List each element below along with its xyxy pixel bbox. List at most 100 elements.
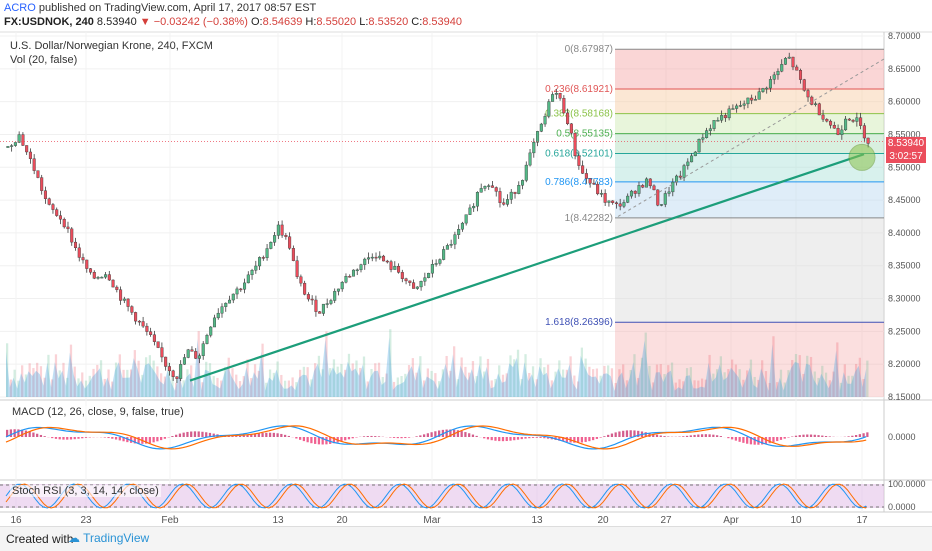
candle-body	[176, 377, 179, 379]
candle-body	[266, 249, 269, 258]
candle-body	[668, 192, 671, 194]
candle-body	[574, 133, 577, 156]
candle-body	[70, 229, 73, 242]
x-tick-label: Apr	[723, 515, 739, 526]
candle-body	[750, 98, 753, 100]
candle-body	[446, 245, 449, 249]
macd-histogram-bar	[243, 436, 245, 437]
candle-body	[224, 303, 227, 307]
x-tick-label: 13	[531, 515, 543, 526]
macd-histogram-bar	[603, 436, 605, 437]
macd-histogram-bar	[149, 437, 151, 443]
macd-histogram-bar	[404, 437, 406, 438]
candle-body	[563, 98, 566, 113]
macd-histogram-bar	[423, 434, 425, 437]
candle-body	[435, 263, 438, 264]
candle-body	[810, 97, 813, 104]
candle-body	[645, 179, 648, 187]
macd-histogram-bar	[701, 434, 703, 437]
candle-body	[649, 179, 652, 186]
macd-histogram-bar	[299, 437, 301, 440]
price-change: ▼ −0.03242 (−0.38%)	[140, 16, 248, 28]
macd-histogram-bar	[742, 437, 744, 443]
macd-histogram-bar	[408, 437, 410, 438]
candle-body	[859, 118, 862, 126]
candle-body	[292, 248, 295, 260]
macd-histogram-bar	[295, 437, 297, 439]
candle-body	[378, 256, 381, 258]
publisher-name[interactable]: ACRO	[4, 2, 36, 14]
x-tick-label: 20	[336, 515, 348, 526]
macd-histogram-bar	[40, 435, 42, 437]
macd-histogram-bar	[427, 433, 429, 437]
candle-body	[818, 104, 821, 115]
macd-histogram-bar	[596, 437, 598, 439]
macd-histogram-bar	[799, 435, 801, 437]
candle-body	[108, 275, 111, 280]
candle-body	[134, 312, 137, 321]
candle-body	[254, 266, 257, 270]
macd-histogram-bar	[847, 436, 849, 437]
candle-body	[472, 206, 475, 208]
candle-body	[566, 113, 569, 124]
macd-histogram-bar	[461, 431, 463, 437]
candle-body	[822, 115, 825, 119]
macd-histogram-bar	[682, 436, 684, 437]
macd-histogram-bar	[62, 437, 64, 440]
fib-level-label: 0.786(8.47783)	[545, 177, 613, 188]
candle-body	[420, 281, 423, 287]
x-tick-label: Mar	[423, 515, 441, 526]
fib-level-label: 1.618(8.26396)	[545, 317, 613, 328]
x-tick-label: Feb	[161, 515, 179, 526]
candle-body	[427, 273, 430, 278]
ohlc-high-label: H:	[305, 16, 316, 28]
macd-histogram-bar	[235, 436, 237, 437]
last-price: 8.53940	[97, 16, 137, 28]
candle-body	[762, 88, 765, 91]
candle-body	[454, 235, 457, 244]
macd-y-tick: 0.0000	[888, 432, 916, 442]
candle-body	[119, 290, 122, 301]
fib-level-label: 1(8.42282)	[565, 213, 613, 224]
macd-histogram-bar	[795, 436, 797, 437]
candle-body	[217, 313, 220, 318]
candle-body	[67, 227, 70, 229]
candle-body	[852, 120, 855, 121]
macd-histogram-bar	[363, 436, 365, 437]
candle-body	[100, 277, 103, 278]
candle-body	[442, 249, 445, 259]
candle-body	[660, 204, 663, 205]
y-tick-label: 8.70000	[888, 31, 921, 41]
macd-histogram-bar	[156, 437, 158, 441]
candle-body	[356, 270, 359, 271]
candle-body	[784, 58, 787, 64]
macd-histogram-bar	[476, 436, 478, 437]
candle-body	[123, 299, 126, 300]
y-tick-label: 8.25000	[888, 326, 921, 336]
candle-body	[300, 277, 303, 283]
tradingview-logo[interactable]: ☁ TradingView	[68, 531, 149, 545]
macd-histogram-bar	[104, 437, 106, 438]
macd-histogram-bar	[352, 437, 354, 438]
macd-histogram-bar	[686, 436, 688, 437]
candle-body	[484, 186, 487, 188]
candle-body	[739, 105, 742, 106]
publish-info: ACRO published on TradingView.com, April…	[4, 2, 316, 14]
candle-body	[630, 191, 633, 196]
macd-histogram-bar	[198, 431, 200, 437]
candle-body	[397, 266, 400, 272]
fib-zone	[615, 153, 884, 181]
candle-body	[487, 186, 490, 187]
candle-body	[405, 279, 408, 281]
symbol-label[interactable]: FX:USDNOK, 240	[4, 16, 94, 28]
candle-body	[401, 272, 404, 278]
candle-body	[514, 192, 517, 194]
candle-body	[85, 260, 88, 269]
candle-body	[581, 166, 584, 174]
candle-body	[578, 156, 581, 166]
macd-histogram-bar	[588, 437, 590, 441]
macd-histogram-bar	[630, 430, 632, 437]
macd-histogram-bar	[539, 437, 541, 438]
candle-body	[529, 153, 532, 165]
